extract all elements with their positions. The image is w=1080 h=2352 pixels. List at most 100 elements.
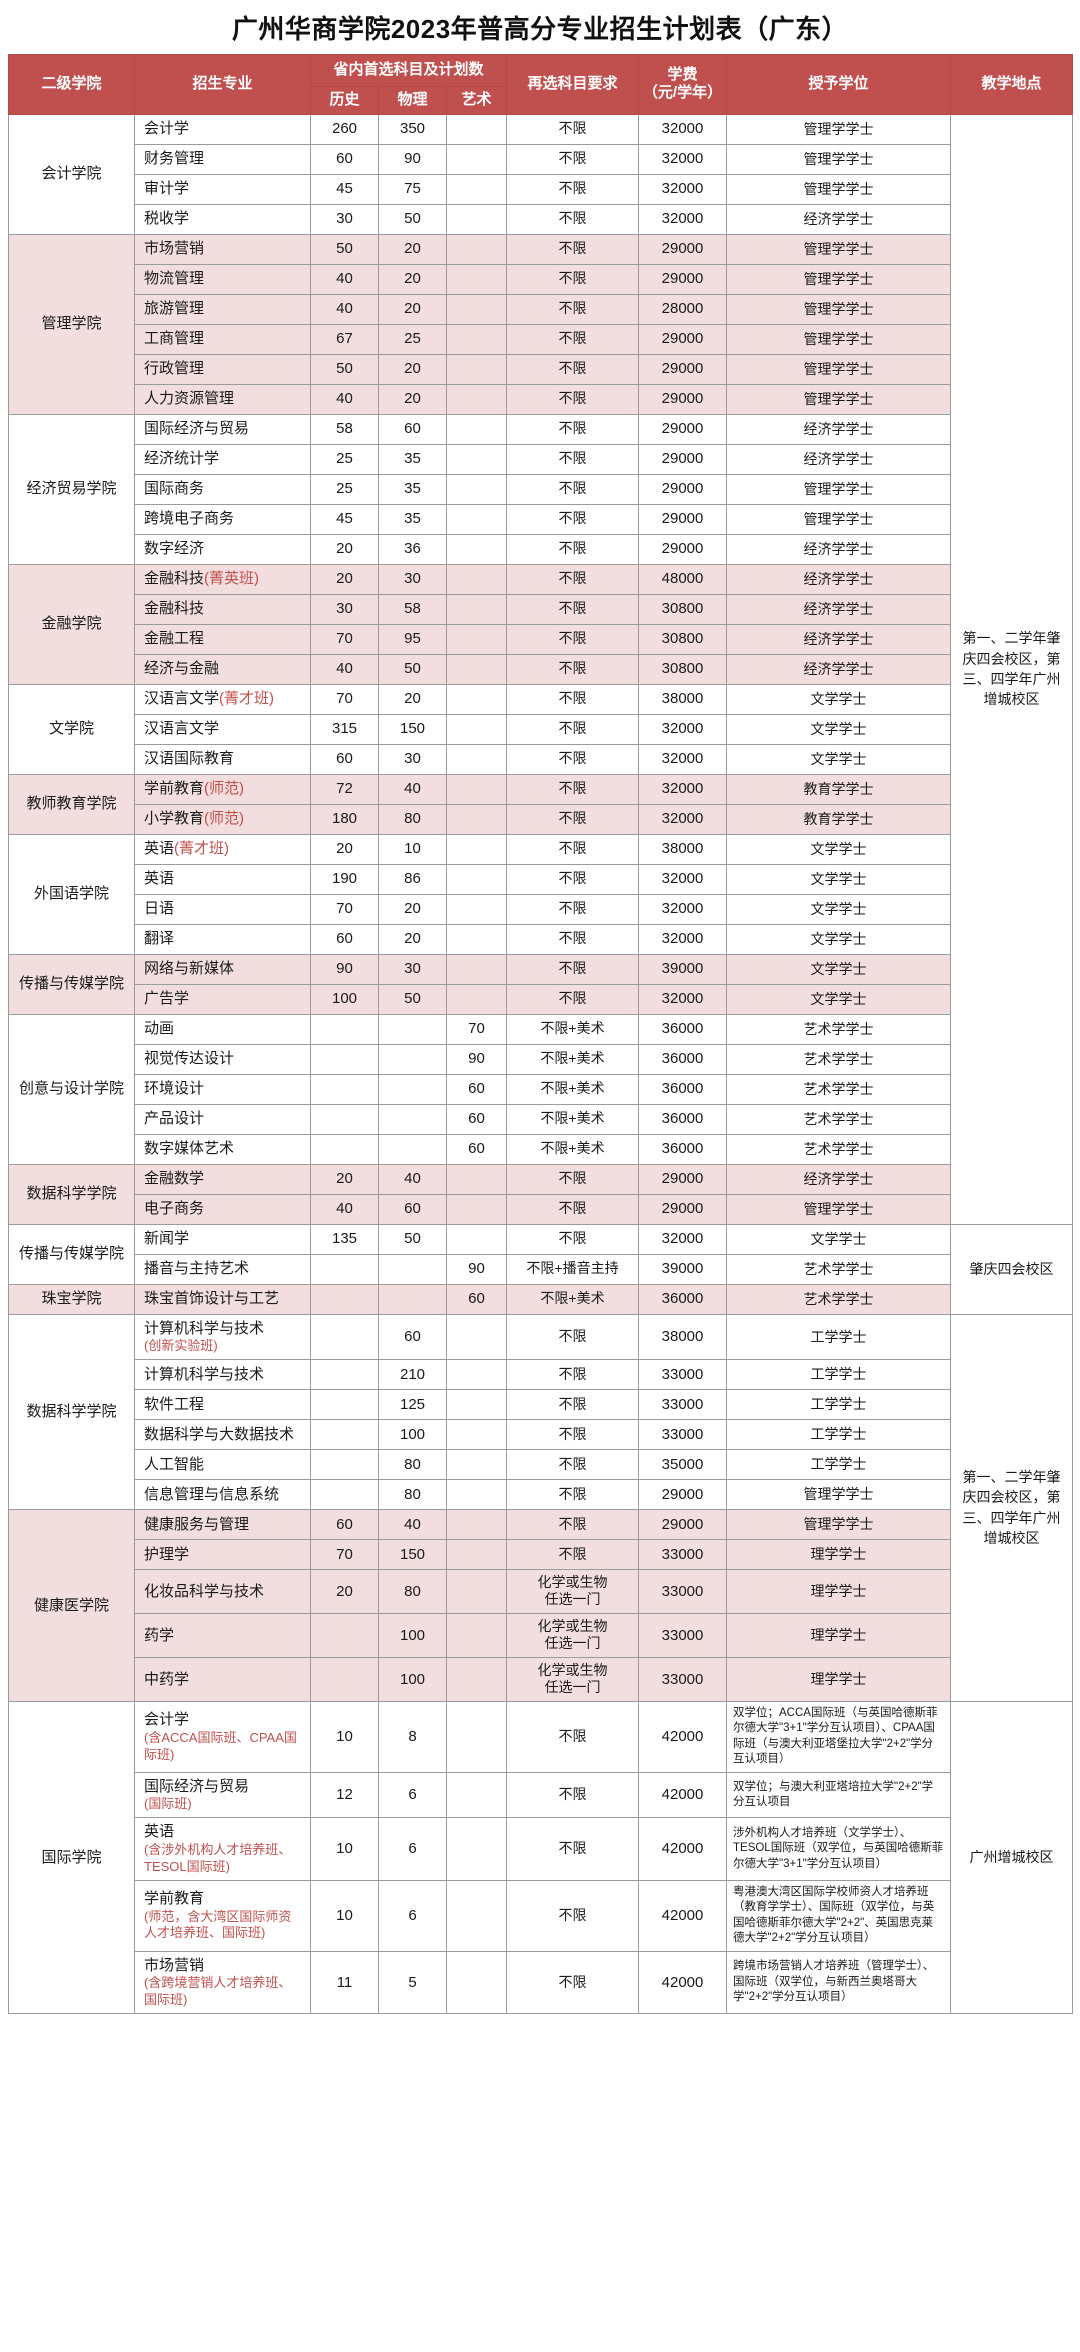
second-choice-cell: 不限+播音主持 — [506, 1253, 639, 1285]
second-choice-cell: 不限 — [506, 173, 639, 205]
college-cell: 传播与传媒学院 — [8, 953, 135, 1015]
fee-cell: 29000 — [638, 1163, 727, 1195]
major-name: 市场营销 — [144, 1956, 205, 1974]
major-cell: 金融工程 — [134, 623, 311, 655]
major-cell: 人力资源管理 — [134, 383, 311, 415]
major-name: 健康服务与管理 — [144, 1515, 250, 1533]
degree-cell: 文学学士 — [726, 713, 951, 745]
physics-cell: 10 — [378, 833, 447, 865]
title-bar: 广州华商学院2023年普高分专业招生计划表（广东） — [0, 0, 1080, 54]
table-row: 金融科技 30 58 不限 30800 经济学学士 — [9, 593, 1073, 625]
fee-cell: 29000 — [638, 1193, 727, 1225]
admission-plan-page: 广州华商学院2023年普高分专业招生计划表（广东） 二级学院 招生专业 省内首选… — [0, 0, 1080, 2014]
major-name: 人工智能 — [144, 1455, 205, 1473]
history-cell: 72 — [310, 773, 379, 805]
physics-cell: 60 — [378, 1313, 447, 1360]
degree-cell: 管理学学士 — [726, 263, 951, 295]
art-cell — [446, 1817, 507, 1881]
art-cell — [446, 383, 507, 415]
second-choice-cell: 不限 — [506, 1700, 639, 1773]
degree-cell: 粤港澳大湾区国际学校师资人才培养班（教育学学士）、国际班（双学位，与英国哈德斯菲… — [726, 1879, 951, 1952]
fee-cell: 38000 — [638, 683, 727, 715]
major-cell: 经济统计学 — [134, 443, 311, 475]
degree-cell: 管理学学士 — [726, 1193, 951, 1225]
table-row: 计算机科学与技术 210 不限 33000 工学学士 — [9, 1358, 1073, 1390]
college-cell: 金融学院 — [8, 563, 135, 685]
art-cell — [446, 1313, 507, 1360]
physics-cell — [378, 1133, 447, 1165]
header-history: 历史 — [310, 85, 379, 115]
history-cell: 10 — [310, 1879, 379, 1952]
history-cell: 12 — [310, 1771, 379, 1819]
table-row: 数据科学学院 计算机科学与技术 (创新实验班) 60 不限 38000 工学学士 第一、二学年… — [8, 1313, 1073, 1702]
degree-cell: 理学学士 — [726, 1538, 951, 1570]
major-name: 产品设计 — [144, 1110, 205, 1128]
history-cell: 10 — [310, 1817, 379, 1881]
art-cell: 90 — [446, 1253, 507, 1285]
degree-cell: 艺术学学士 — [726, 1043, 951, 1075]
major-cell: 市场营销 (含跨境营销人才培养班、国际班) — [134, 1950, 311, 2014]
major-cell: 汉语国际教育 — [134, 743, 311, 775]
table-row: 药学 100 化学或生物 任选一门 33000 理学学士 — [9, 1612, 1073, 1658]
art-cell — [446, 1418, 507, 1450]
major-cell: 学前教育 (师范，含大湾区国际师资人才培养班、国际班) — [134, 1879, 311, 1952]
college-cell: 会计学院 — [8, 113, 135, 235]
history-cell: 180 — [310, 803, 379, 835]
fee-cell: 32000 — [638, 893, 727, 925]
art-cell — [446, 233, 507, 265]
physics-cell: 86 — [378, 863, 447, 895]
physics-cell: 50 — [378, 653, 447, 685]
fee-cell: 29000 — [638, 353, 727, 385]
physics-cell: 6 — [378, 1879, 447, 1952]
degree-cell: 经济学学士 — [726, 443, 951, 475]
table-row: 外国语学院 英语(菁才班) 20 10 不限 38000 文学学士 — [8, 833, 1073, 955]
major-name: 翻译 — [144, 930, 175, 948]
fee-cell: 29000 — [638, 383, 727, 415]
degree-cell: 艺术学学士 — [726, 1013, 951, 1045]
table-row: 化妆品科学与技术 20 80 化学或生物 任选一门 33000 理学学士 — [9, 1568, 1073, 1614]
degree-cell: 管理学学士 — [726, 293, 951, 325]
art-cell — [446, 173, 507, 205]
physics-cell: 95 — [378, 623, 447, 655]
major-cell: 工商管理 — [134, 323, 311, 355]
major-cell: 跨境电子商务 — [134, 503, 311, 535]
major-name: 广告学 — [144, 990, 190, 1008]
degree-cell: 管理学学士 — [726, 473, 951, 505]
fee-cell: 32000 — [638, 863, 727, 895]
second-choice-cell: 不限 — [506, 953, 639, 985]
history-cell: 40 — [310, 263, 379, 295]
history-cell: 45 — [310, 503, 379, 535]
art-cell — [446, 653, 507, 685]
degree-cell: 管理学学士 — [726, 323, 951, 355]
second-choice-cell: 不限 — [506, 1193, 639, 1225]
history-cell: 40 — [310, 1193, 379, 1225]
major-name: 人力资源管理 — [144, 390, 235, 408]
fee-cell: 33000 — [638, 1538, 727, 1570]
major-cell: 中药学 — [134, 1656, 311, 1702]
physics-cell — [378, 1013, 447, 1045]
major-name: 数据科学与大数据技术 — [144, 1425, 295, 1443]
degree-cell: 管理学学士 — [726, 173, 951, 205]
major-name: 英语 — [144, 1823, 175, 1841]
history-cell: 70 — [310, 623, 379, 655]
header-physics: 物理 — [378, 85, 447, 115]
page-title: 广州华商学院2023年普高分专业招生计划表（广东） — [231, 13, 849, 44]
fee-cell: 42000 — [638, 1950, 727, 2014]
major-name: 金融数学 — [144, 1170, 205, 1188]
physics-cell — [378, 1283, 447, 1315]
degree-cell: 艺术学学士 — [726, 1133, 951, 1165]
fee-cell: 29000 — [638, 443, 727, 475]
physics-cell: 30 — [378, 563, 447, 595]
table-row: 文学院 汉语言文学(菁才班) 70 20 不限 38000 文学学士 — [8, 683, 1073, 775]
physics-cell: 20 — [378, 263, 447, 295]
major-cell: 学前教育(师范) — [134, 773, 311, 805]
major-note: (师范) — [204, 780, 245, 798]
history-cell: 67 — [310, 323, 379, 355]
fee-cell: 36000 — [638, 1043, 727, 1075]
major-name: 日语 — [144, 900, 175, 918]
table-row: 旅游管理 40 20 不限 28000 管理学学士 — [9, 293, 1073, 325]
major-name: 税收学 — [144, 210, 190, 228]
fee-cell: 29000 — [638, 473, 727, 505]
major-name: 审计学 — [144, 180, 190, 198]
history-cell: 60 — [310, 1508, 379, 1540]
